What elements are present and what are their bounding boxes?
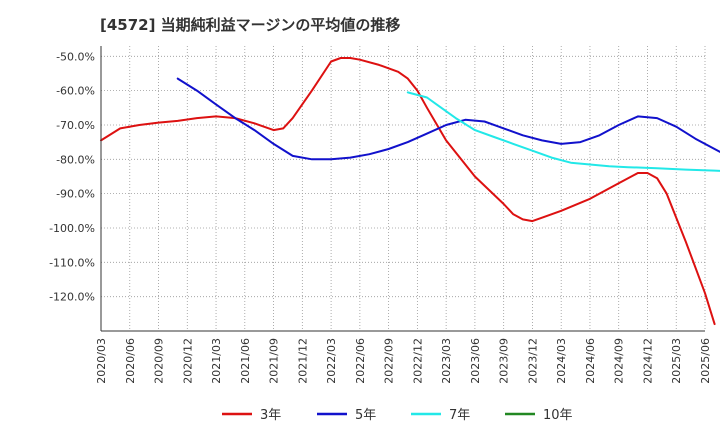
x-tick-label: 2021/03 [210, 338, 223, 384]
y-tick-label: -90.0% [56, 188, 95, 201]
x-tick-label: 2024/09 [613, 338, 626, 384]
grid [100, 46, 706, 331]
x-tick-label: 2021/12 [296, 338, 309, 384]
x-tick-label: 2022/03 [325, 338, 338, 384]
x-tick-label: 2023/09 [498, 338, 511, 384]
x-axis: 2020/03 2020/06 2020/09 2020/12 2021/03 2021/… [95, 338, 712, 384]
legend-label-4: 10年 [543, 408, 573, 423]
legend-label-1: 3年 [260, 408, 281, 423]
x-tick-label: 2020/09 [153, 338, 166, 384]
y-tick-label: -110.0% [49, 256, 95, 269]
y-axis: -50.0% -60.0% -70.0% -80.0% -90.0% -100.0% -11… [49, 50, 95, 303]
plot-area [101, 46, 705, 331]
x-tick-label: 2023/12 [526, 338, 539, 384]
y-tick-label: -70.0% [56, 119, 95, 132]
x-tick-label: 2024/06 [584, 338, 597, 384]
x-tick-label: 2022/06 [354, 338, 367, 384]
series-group [100, 57, 720, 326]
chart-title: [4572] 当期純利益マージンの平均値の推移 [100, 16, 400, 34]
y-tick-label: -100.0% [49, 222, 95, 235]
x-tick-label: 2025/06 [699, 338, 712, 384]
x-tick-label: 2023/03 [440, 338, 453, 384]
legend-label-3: 7年 [449, 408, 470, 423]
y-tick-label: -120.0% [49, 291, 95, 304]
legend-label-2: 5年 [355, 408, 376, 423]
x-tick-label: 2022/12 [411, 338, 424, 384]
x-tick-label: 2023/06 [469, 338, 482, 384]
series-line-2 [176, 77, 720, 161]
x-tick-label: 2025/03 [670, 338, 683, 384]
legend: 3年 5年 7年 10年 [222, 408, 573, 423]
y-tick-label: -50.0% [56, 50, 95, 63]
series-line-3 [406, 91, 720, 172]
x-tick-label: 2021/06 [239, 338, 252, 384]
x-tick-label: 2024/03 [555, 338, 568, 384]
x-tick-label: 2024/12 [641, 338, 654, 384]
x-tick-label: 2020/06 [124, 338, 137, 384]
x-tick-label: 2021/09 [268, 338, 281, 384]
series-line-1 [100, 57, 716, 326]
x-tick-label: 2020/12 [181, 338, 194, 384]
x-tick-label: 2020/03 [95, 338, 108, 384]
x-tick-label: 2022/09 [383, 338, 396, 384]
y-tick-label: -60.0% [56, 85, 95, 98]
y-tick-label: -80.0% [56, 153, 95, 166]
